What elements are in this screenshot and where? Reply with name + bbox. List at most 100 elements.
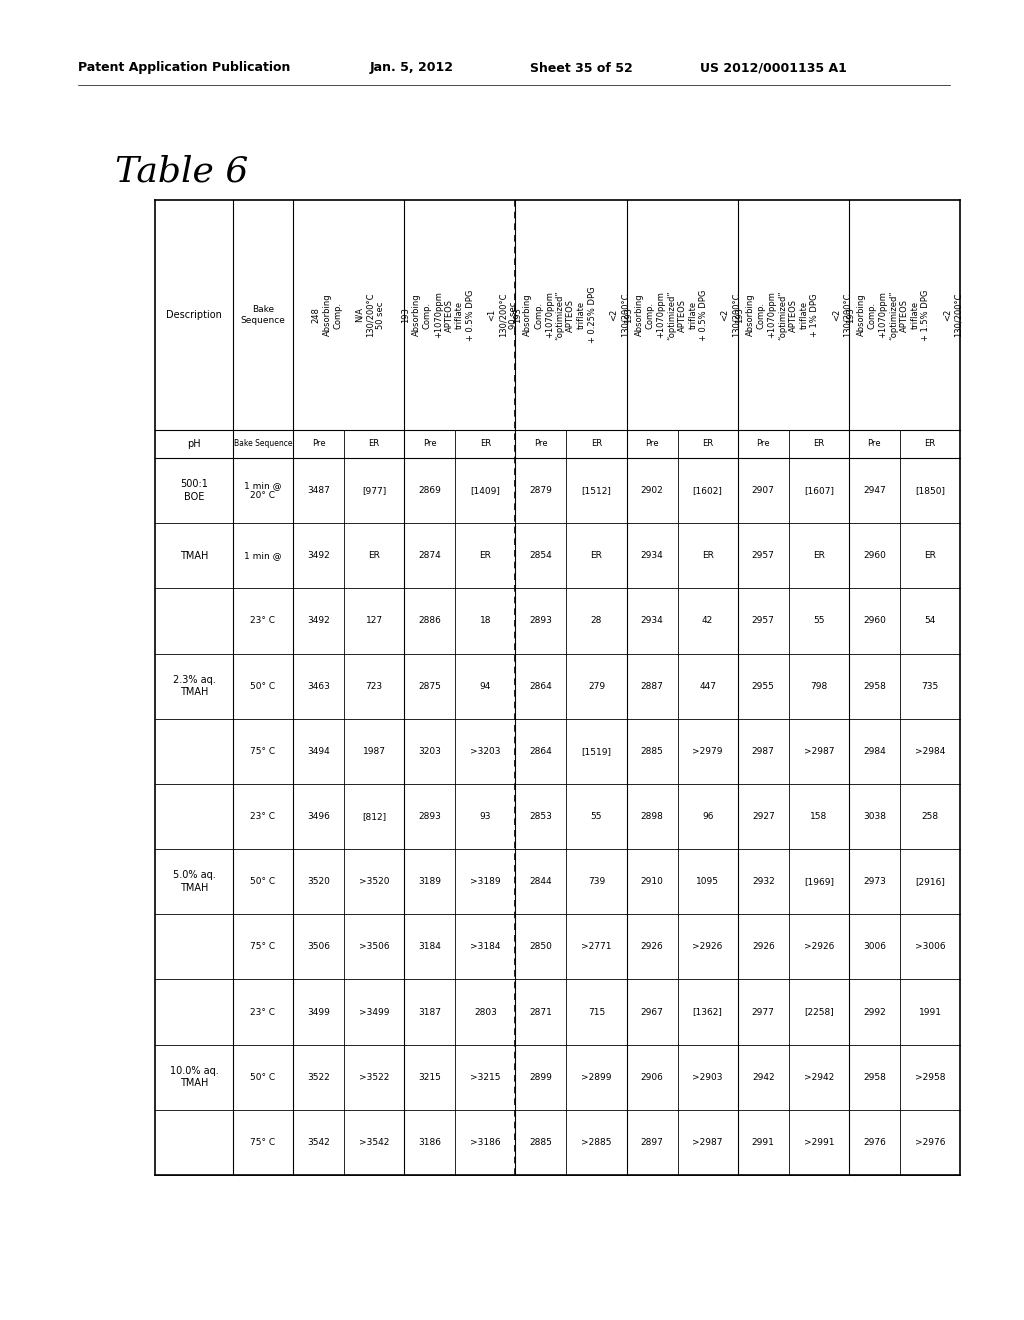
Text: >2984: >2984 [914, 747, 945, 756]
Text: 2.3% aq.
TMAH: 2.3% aq. TMAH [173, 675, 215, 697]
Text: 2898: 2898 [641, 812, 664, 821]
Text: 42: 42 [702, 616, 714, 626]
Text: ER: ER [369, 440, 380, 449]
Text: 54: 54 [925, 616, 936, 626]
Text: 3186: 3186 [418, 1138, 441, 1147]
Text: [977]: [977] [362, 486, 386, 495]
Text: 2864: 2864 [529, 747, 552, 756]
Text: 1 min @
20° C: 1 min @ 20° C [244, 480, 282, 500]
Text: 723: 723 [366, 681, 383, 690]
Text: 279: 279 [588, 681, 605, 690]
Text: Bake Sequence: Bake Sequence [233, 440, 292, 449]
Text: 193
Absorbing
Comp.
+1070ppm
APTEOS
triflate
+ 0.5% DPG

<1
130/200°C
90 sec: 193 Absorbing Comp. +1070ppm APTEOS trif… [401, 289, 518, 341]
Text: 3506: 3506 [307, 942, 330, 952]
Text: 75° C: 75° C [251, 942, 275, 952]
Text: 2902: 2902 [641, 486, 664, 495]
Text: 3203: 3203 [418, 747, 441, 756]
Text: 75° C: 75° C [251, 747, 275, 756]
Text: 158: 158 [810, 812, 827, 821]
Text: ER: ER [813, 552, 824, 560]
Text: >2987: >2987 [692, 1138, 723, 1147]
Text: >2899: >2899 [582, 1073, 611, 1081]
Text: 2960: 2960 [863, 616, 886, 626]
Text: 2932: 2932 [752, 878, 774, 886]
Text: [1362]: [1362] [692, 1007, 723, 1016]
Text: 18: 18 [479, 616, 492, 626]
Text: ER: ER [479, 552, 492, 560]
Text: 2893: 2893 [529, 616, 552, 626]
Text: [1519]: [1519] [582, 747, 611, 756]
Text: 23° C: 23° C [251, 616, 275, 626]
Text: 50° C: 50° C [251, 681, 275, 690]
Text: 2947: 2947 [863, 486, 886, 495]
Text: >3499: >3499 [358, 1007, 389, 1016]
Text: >2991: >2991 [804, 1138, 835, 1147]
Text: 3492: 3492 [307, 552, 330, 560]
Text: 3463: 3463 [307, 681, 330, 690]
Text: 3499: 3499 [307, 1007, 330, 1016]
Text: 2887: 2887 [641, 681, 664, 690]
Text: 96: 96 [701, 812, 714, 821]
Text: 2957: 2957 [752, 552, 775, 560]
Text: 2984: 2984 [863, 747, 886, 756]
Text: 23° C: 23° C [251, 812, 275, 821]
Text: 2910: 2910 [641, 878, 664, 886]
Text: ER: ER [480, 440, 490, 449]
Text: 1987: 1987 [362, 747, 386, 756]
Text: US 2012/0001135 A1: US 2012/0001135 A1 [700, 62, 847, 74]
Text: >3186: >3186 [470, 1138, 501, 1147]
Text: 2958: 2958 [863, 1073, 886, 1081]
Text: 2864: 2864 [529, 681, 552, 690]
Text: 28: 28 [591, 616, 602, 626]
Text: [1409]: [1409] [470, 486, 501, 495]
Text: 3184: 3184 [418, 942, 441, 952]
Text: 2906: 2906 [641, 1073, 664, 1081]
Text: >2976: >2976 [914, 1138, 945, 1147]
Text: 2992: 2992 [863, 1007, 886, 1016]
Text: >2926: >2926 [692, 942, 723, 952]
Text: 50° C: 50° C [251, 878, 275, 886]
Text: 2869: 2869 [418, 486, 441, 495]
Text: 2875: 2875 [418, 681, 441, 690]
Text: ER: ER [702, 440, 713, 449]
Text: 2987: 2987 [752, 747, 775, 756]
Text: 2803: 2803 [474, 1007, 497, 1016]
Text: 50° C: 50° C [251, 1073, 275, 1081]
Text: 3187: 3187 [418, 1007, 441, 1016]
Text: 2976: 2976 [863, 1138, 886, 1147]
Text: ER: ER [924, 552, 936, 560]
Text: Pre: Pre [757, 440, 770, 449]
Text: 193
Absorbing
Comp.
+1070ppm
“optimized”
APTEOS
triflate
+ 1.5% DPG

<2
130/200°: 193 Absorbing Comp. +1070ppm “optimized”… [846, 289, 963, 341]
Text: Table 6: Table 6 [115, 154, 249, 189]
Text: Description: Description [166, 310, 222, 319]
Text: >3184: >3184 [470, 942, 501, 952]
Text: 3038: 3038 [863, 812, 886, 821]
Text: Sheet 35 of 52: Sheet 35 of 52 [530, 62, 633, 74]
Text: >3006: >3006 [914, 942, 945, 952]
Text: 94: 94 [479, 681, 490, 690]
Text: 2886: 2886 [418, 616, 441, 626]
Text: [812]: [812] [362, 812, 386, 821]
Text: 2885: 2885 [641, 747, 664, 756]
Text: [2258]: [2258] [804, 1007, 834, 1016]
Text: 193
Absorbing
Comp.
+1070ppm
“optimized”
APTEOS
triflate
+ 1% DPG

<2
130/200°C: 193 Absorbing Comp. +1070ppm “optimized”… [735, 290, 852, 339]
Text: Jan. 5, 2012: Jan. 5, 2012 [370, 62, 454, 74]
Text: 193
Absorbing
Comp.
+1070ppm
“optimized”
APTEOS
triflate
+ 0.25% DPG

<2
130/200: 193 Absorbing Comp. +1070ppm “optimized”… [513, 286, 629, 343]
Text: 2973: 2973 [863, 878, 886, 886]
Text: 2879: 2879 [529, 486, 552, 495]
Text: 500:1
BOE: 500:1 BOE [180, 479, 208, 502]
Text: 2934: 2934 [641, 616, 664, 626]
Text: >3522: >3522 [359, 1073, 389, 1081]
Text: 258: 258 [922, 812, 939, 821]
Text: 2967: 2967 [641, 1007, 664, 1016]
Text: >2942: >2942 [804, 1073, 834, 1081]
Text: 2977: 2977 [752, 1007, 775, 1016]
Text: [2916]: [2916] [915, 878, 945, 886]
Text: >2771: >2771 [582, 942, 611, 952]
Text: 3215: 3215 [418, 1073, 441, 1081]
Text: 735: 735 [922, 681, 939, 690]
Text: >3203: >3203 [470, 747, 501, 756]
Text: 739: 739 [588, 878, 605, 886]
Text: 3487: 3487 [307, 486, 330, 495]
Text: 127: 127 [366, 616, 383, 626]
